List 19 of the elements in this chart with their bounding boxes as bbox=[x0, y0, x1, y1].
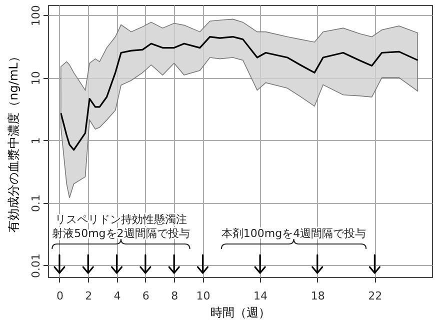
x-tick-label: 22 bbox=[368, 290, 382, 302]
x-tick-label: 10 bbox=[196, 290, 210, 302]
y-axis-title: 有効成分の血漿中濃度（ng/mL） bbox=[6, 50, 20, 232]
y-tick-label: 1 bbox=[30, 137, 42, 144]
x-axis-title: 時間（週） bbox=[210, 306, 270, 320]
x-tick-label: 18 bbox=[310, 290, 325, 302]
y-tick-label: 100 bbox=[30, 5, 42, 26]
y-tick-label: 0.1 bbox=[30, 194, 42, 212]
x-tick-label: 8 bbox=[171, 290, 178, 302]
x-tick-label: 0 bbox=[56, 290, 64, 302]
x-tick-label: 14 bbox=[254, 290, 268, 302]
annotation: 本剤100mgを4週間隔で投与 bbox=[221, 227, 366, 240]
x-tick-label: 2 bbox=[85, 290, 92, 302]
annotation: リスペリドン持効性懸濁注射液50mgを2週間隔で投与 bbox=[52, 213, 190, 240]
y-tick-label: 0.01 bbox=[30, 254, 42, 278]
x-tick-label: 6 bbox=[142, 290, 150, 302]
y-tick-label: 10 bbox=[30, 71, 42, 86]
x-tick-label: 4 bbox=[114, 290, 121, 302]
line-series bbox=[60, 36, 418, 151]
